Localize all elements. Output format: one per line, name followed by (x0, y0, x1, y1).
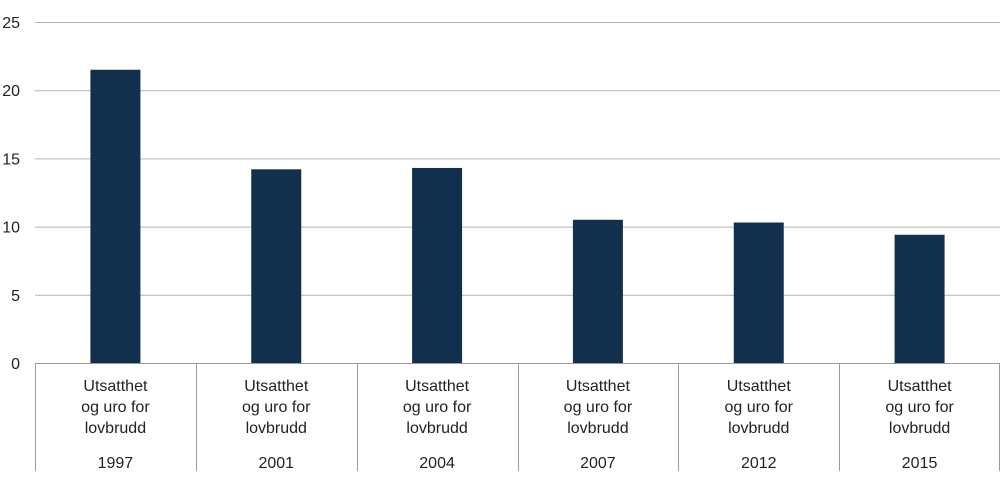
y-tick-label: 10 (2, 220, 20, 237)
category-year-label: 2007 (580, 455, 616, 472)
category-year-label: 2015 (902, 455, 938, 472)
category-label-line: Utsatthet (83, 378, 148, 395)
bar-2015 (894, 234, 945, 363)
bars (90, 69, 945, 364)
category-label-line: og uro for (885, 399, 954, 416)
category-label-line: lovbrudd (246, 420, 307, 437)
category-label-line: og uro for (242, 399, 311, 416)
y-tick-label: 5 (11, 288, 20, 305)
category-year-label: 1997 (98, 455, 134, 472)
gridlines (35, 22, 1000, 296)
x-axis-table: Utsatthet og uro for lovbrudd 1997 Utsatthet… (35, 363, 1000, 472)
category-year-label: 2001 (258, 455, 294, 472)
category-label-line: Utsatthet (244, 378, 309, 395)
category-label-line: lovbrudd (85, 420, 146, 437)
category-label-line: lovbrudd (406, 420, 467, 437)
y-tick-label: 20 (2, 83, 20, 100)
category-year-label: 2012 (741, 455, 777, 472)
category-label-line: lovbrudd (889, 420, 950, 437)
category-label-line: og uro for (403, 399, 472, 416)
category-label-line: lovbrudd (567, 420, 628, 437)
y-tick-label: 15 (2, 151, 20, 168)
bar-1997 (90, 69, 141, 364)
bar-2001 (251, 169, 302, 363)
category-label-line: Utsatthet (405, 378, 470, 395)
bar-2004 (412, 167, 463, 363)
category-label-line: og uro for (81, 399, 150, 416)
y-axis-tick-labels: 0 5 10 15 20 25 (2, 15, 20, 373)
y-tick-label: 0 (11, 356, 20, 373)
category-label-line: Utsatthet (888, 378, 953, 395)
category-label-line: og uro for (564, 399, 633, 416)
bar-2007 (572, 219, 623, 363)
category-label-line: Utsatthet (727, 378, 792, 395)
category-label-line: og uro for (725, 399, 794, 416)
y-tick-label: 25 (2, 15, 20, 32)
category-label-line: lovbrudd (728, 420, 789, 437)
category-year-label: 2004 (419, 455, 455, 472)
category-label-line: Utsatthet (566, 378, 631, 395)
bar-2012 (733, 222, 784, 363)
